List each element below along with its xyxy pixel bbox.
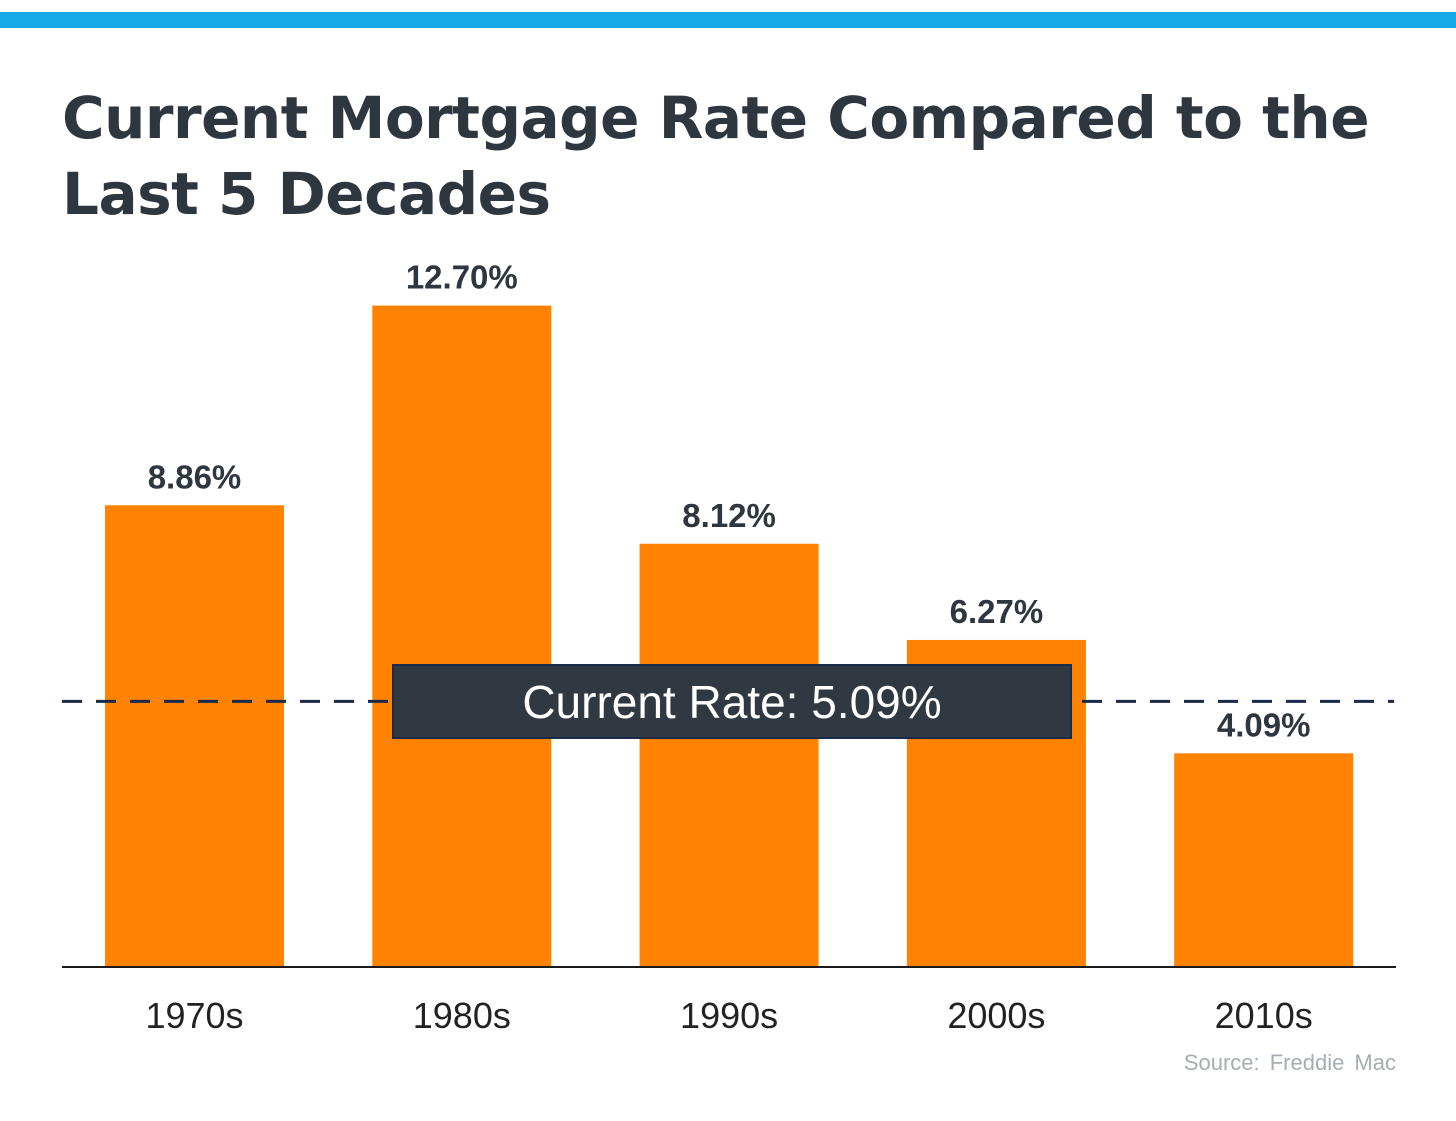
x-tick-labels-layer: 1970s 1980s 1990s 2000s 2010s (145, 995, 1312, 1036)
bar-1970s (105, 505, 284, 966)
x-tick-label-2010s: 2010s (1215, 995, 1313, 1036)
value-label-2010s: 4.09% (1217, 706, 1311, 743)
bar-1990s (639, 543, 819, 966)
bar-2010s (1174, 753, 1354, 966)
value-label-1990s: 8.12% (682, 497, 776, 534)
value-label-1980s: 12.70% (406, 259, 518, 296)
value-labels-layer: 8.86% 12.70% 8.12% 6.27% 4.09% (148, 259, 1311, 744)
bar-1980s (372, 305, 552, 967)
x-tick-label-1980s: 1980s (413, 995, 511, 1036)
current-rate-box: Current Rate: 5.09% (392, 664, 1072, 739)
value-label-1970s: 8.86% (148, 458, 242, 495)
x-tick-label-1970s: 1970s (145, 995, 243, 1036)
top-accent-bar (0, 12, 1456, 28)
chart-title: Current Mortgage Rate Compared to the La… (62, 84, 1370, 228)
x-tick-label-1990s: 1990s (680, 995, 778, 1036)
bars-layer (105, 305, 1354, 967)
x-tick-label-2000s: 2000s (947, 995, 1045, 1036)
current-rate-label: Current Rate: 5.09% (522, 675, 942, 728)
value-label-2000s: 6.27% (950, 593, 1044, 630)
source-note: Source: Freddie Mac (1183, 1050, 1396, 1075)
